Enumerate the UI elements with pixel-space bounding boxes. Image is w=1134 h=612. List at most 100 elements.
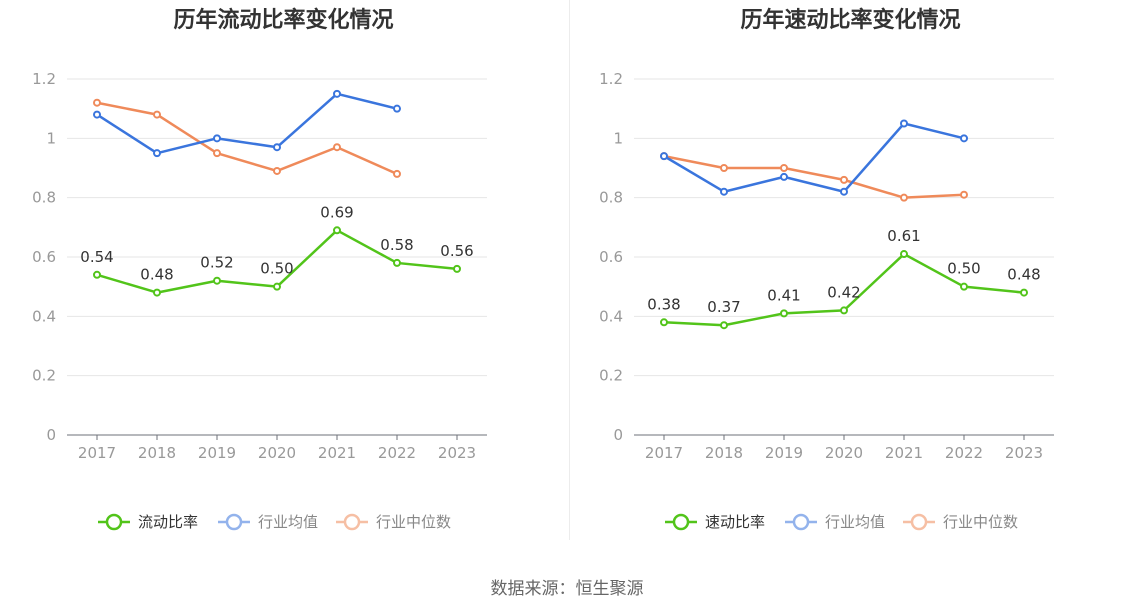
y-tick-label: 0.6 <box>32 248 56 266</box>
data-point[interactable] <box>333 89 341 98</box>
panel-divider <box>569 0 570 540</box>
legend-marker <box>910 513 928 531</box>
data-point[interactable] <box>213 134 221 143</box>
data-label: 0.48 <box>1007 266 1040 284</box>
legend-marker <box>792 513 810 531</box>
data-point[interactable] <box>273 166 281 175</box>
data-point[interactable] <box>273 143 281 152</box>
current-ratio-chart: 历年流动比率变化情况 0 0.2 0.4 0.6 0.8 1 1.2 2017 2018 2019… <box>0 0 567 560</box>
data-point[interactable] <box>153 110 161 119</box>
data-point[interactable] <box>900 119 908 128</box>
data-label: 0.69 <box>320 203 353 221</box>
y-tick-label: 0.8 <box>599 189 623 207</box>
legend-label: 行业均值 <box>825 513 885 531</box>
data-point[interactable] <box>960 190 968 199</box>
legend-item[interactable]: 行业均值 <box>785 513 885 531</box>
x-tick-label: 2018 <box>138 444 176 462</box>
data-point[interactable] <box>153 149 161 158</box>
legend-label: 行业均值 <box>258 513 318 531</box>
y-tick-label: 0 <box>613 426 623 444</box>
data-point[interactable] <box>453 264 461 273</box>
data-point[interactable] <box>93 98 101 107</box>
data-point[interactable] <box>900 193 908 202</box>
data-point[interactable] <box>840 187 848 196</box>
legend-label: 行业中位数 <box>943 513 1018 531</box>
data-label: 0.37 <box>707 298 740 316</box>
data-label: 0.58 <box>380 236 413 254</box>
data-point[interactable] <box>720 321 728 330</box>
data-point[interactable] <box>720 187 728 196</box>
data-point[interactable] <box>900 250 908 259</box>
y-tick-label: 0.8 <box>32 189 56 207</box>
data-label: 0.42 <box>827 283 860 301</box>
data-point[interactable] <box>93 110 101 119</box>
y-tick-label: 0.4 <box>32 307 56 325</box>
legend-marker <box>343 513 361 531</box>
series-line <box>96 92 398 155</box>
legend-item[interactable]: 行业均值 <box>218 513 318 531</box>
x-tick-label: 2020 <box>258 444 296 462</box>
series-line <box>663 154 965 199</box>
data-point[interactable] <box>393 258 401 267</box>
series-line <box>663 122 965 193</box>
x-tick-label: 2019 <box>198 444 236 462</box>
data-point[interactable] <box>660 318 668 327</box>
quick-ratio-plot: 0 0.2 0.4 0.6 0.8 1 1.2 2017 2018 2019 2020 2021 202… <box>599 70 1054 531</box>
legend-marker <box>105 513 123 531</box>
data-label: 0.56 <box>440 242 473 260</box>
data-point[interactable] <box>660 152 668 161</box>
data-point[interactable] <box>93 270 101 279</box>
data-point[interactable] <box>333 143 341 152</box>
legend-item[interactable]: 行业中位数 <box>903 513 1018 531</box>
legend-item[interactable]: 流动比率 <box>98 513 198 531</box>
y-tick-label: 1.2 <box>599 70 623 88</box>
x-tick-label: 2021 <box>318 444 356 462</box>
data-point[interactable] <box>960 282 968 291</box>
chart-title: 历年流动比率变化情况 <box>173 8 394 33</box>
data-point[interactable] <box>213 149 221 158</box>
x-tick-label: 2021 <box>885 444 923 462</box>
data-point[interactable] <box>780 164 788 172</box>
data-label: 0.50 <box>260 260 293 278</box>
data-point[interactable] <box>393 104 401 113</box>
y-tick-label: 1 <box>46 129 56 147</box>
data-point[interactable] <box>1020 288 1028 297</box>
x-tick-label: 2018 <box>705 444 743 462</box>
series-line <box>96 101 398 176</box>
x-tick-label: 2022 <box>378 444 416 462</box>
data-point[interactable] <box>153 288 161 297</box>
data-point[interactable] <box>273 282 281 291</box>
data-point[interactable] <box>780 309 788 318</box>
y-tick-label: 1.2 <box>32 70 56 88</box>
legend-label: 速动比率 <box>705 513 765 531</box>
data-point[interactable] <box>333 226 341 235</box>
data-point[interactable] <box>840 175 848 184</box>
quick-ratio-chart: 历年速动比率变化情况 0 0.2 0.4 0.6 0.8 1 1.2 2017 2018 2019… <box>567 0 1134 560</box>
data-label: 0.41 <box>767 286 800 304</box>
y-tick-label: 0 <box>46 426 56 444</box>
legend-label: 行业中位数 <box>376 513 451 531</box>
data-label: 0.48 <box>140 266 173 284</box>
data-point[interactable] <box>393 169 401 178</box>
x-tick-label: 2023 <box>1005 444 1043 462</box>
y-tick-label: 0.2 <box>599 367 623 385</box>
data-point[interactable] <box>960 134 968 143</box>
data-label: 0.54 <box>80 248 113 266</box>
legend-marker <box>225 513 243 531</box>
data-point[interactable] <box>720 164 728 172</box>
legend-item[interactable]: 速动比率 <box>665 513 765 531</box>
y-tick-label: 0.4 <box>599 307 623 325</box>
data-label: 0.61 <box>887 227 920 245</box>
data-label: 0.38 <box>647 295 680 313</box>
x-tick-label: 2017 <box>645 444 683 462</box>
x-tick-label: 2022 <box>945 444 983 462</box>
legend-label: 流动比率 <box>138 513 198 531</box>
y-tick-label: 0.2 <box>32 367 56 385</box>
x-tick-label: 2019 <box>765 444 803 462</box>
data-source-note: 数据来源：恒生聚源 <box>490 579 644 599</box>
legend-item[interactable]: 行业中位数 <box>336 513 451 531</box>
data-point[interactable] <box>840 306 848 315</box>
data-point[interactable] <box>213 276 221 285</box>
data-point[interactable] <box>780 172 788 181</box>
y-tick-label: 1 <box>613 129 623 147</box>
